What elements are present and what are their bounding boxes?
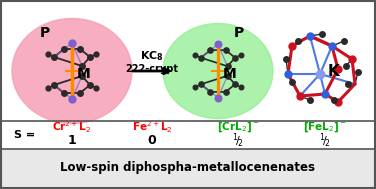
Text: $^1\!/\!_2$: $^1\!/\!_2$: [232, 132, 244, 150]
Text: P: P: [234, 26, 244, 40]
Ellipse shape: [163, 23, 273, 119]
Text: Fe$^{2+}$L$_2$: Fe$^{2+}$L$_2$: [132, 119, 172, 135]
Bar: [2, 2, 374, 121]
Text: M: M: [223, 67, 237, 81]
Text: K: K: [328, 64, 340, 79]
Bar: [2, 121, 374, 149]
Ellipse shape: [12, 19, 132, 123]
Text: 0: 0: [148, 135, 156, 147]
Text: 222-crypt: 222-crypt: [126, 64, 179, 74]
Text: 1: 1: [68, 135, 76, 147]
Text: S =: S =: [14, 130, 35, 140]
Text: $\mathbf{KC_8}$: $\mathbf{KC_8}$: [140, 49, 164, 63]
Text: P: P: [40, 26, 50, 40]
Text: M: M: [77, 67, 91, 81]
Text: [CrL$_2$]$^-$: [CrL$_2$]$^-$: [217, 120, 259, 134]
Text: Cr$^{2+}$L$_2$: Cr$^{2+}$L$_2$: [52, 119, 92, 135]
Bar: [2, 149, 374, 187]
Text: [FeL$_2$]$^-$: [FeL$_2$]$^-$: [303, 120, 347, 134]
Text: Low-spin diphospha-metallocenenates: Low-spin diphospha-metallocenenates: [61, 161, 315, 174]
Text: $^1\!/\!_2$: $^1\!/\!_2$: [319, 132, 331, 150]
